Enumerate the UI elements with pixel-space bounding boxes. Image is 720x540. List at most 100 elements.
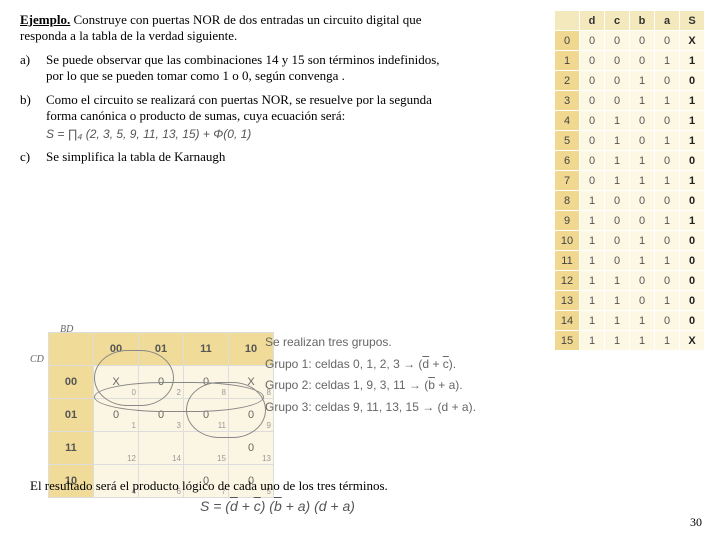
- example-title: Ejemplo. Construye con puertas NOR de do…: [20, 12, 450, 44]
- item-a-label: a): [20, 52, 46, 84]
- truth-cell: 0: [680, 251, 705, 271]
- truth-cell: 1: [680, 131, 705, 151]
- truth-cell: 1: [580, 331, 605, 351]
- truth-cell: 0: [580, 131, 605, 151]
- truth-cell: 0: [580, 151, 605, 171]
- truth-cell: 1: [555, 51, 580, 71]
- truth-cell: 0: [655, 71, 680, 91]
- truth-cell: 8: [555, 191, 580, 211]
- truth-cell: 7: [555, 171, 580, 191]
- truth-cell: 0: [605, 51, 630, 71]
- k-cell: 01: [94, 399, 139, 432]
- karnaugh-map: CD BD 00011110 00X00208X8010103011091112…: [48, 332, 274, 498]
- k-col-header: 00: [94, 333, 139, 366]
- bottom-text: El resultado será el producto lógico de …: [30, 478, 388, 494]
- formula-b: S = ∏₄ (2, 3, 5, 9, 11, 13, 15) + Φ(0, 1…: [20, 124, 450, 141]
- truth-cell: 1: [680, 211, 705, 231]
- truth-cell: 1: [605, 151, 630, 171]
- truth-cell: 0: [630, 271, 655, 291]
- truth-cell: 3: [555, 91, 580, 111]
- truth-cell: 6: [555, 151, 580, 171]
- k-cell: 15: [184, 432, 229, 465]
- truth-cell: 1: [605, 131, 630, 151]
- truth-cell: 1: [580, 231, 605, 251]
- truth-cell: 1: [580, 211, 605, 231]
- truth-cell: 1: [630, 71, 655, 91]
- truth-cell: 0: [630, 191, 655, 211]
- k-cell: X0: [94, 366, 139, 399]
- truth-header: [555, 11, 580, 31]
- groups-text: Se realizan tres grupos. Grupo 1: celdas…: [265, 332, 476, 418]
- truth-cell: 0: [655, 191, 680, 211]
- truth-cell: X: [680, 331, 705, 351]
- k-cell: 08: [184, 366, 229, 399]
- group-3: Grupo 3: celdas 9, 11, 13, 15 → (d + a).: [265, 397, 476, 419]
- truth-cell: 2: [555, 71, 580, 91]
- truth-cell: 14: [555, 311, 580, 331]
- item-a-text: Se puede observar que las combinaciones …: [46, 52, 450, 84]
- truth-table: dcbaS 00000X1000112001003001114010015010…: [554, 10, 705, 351]
- truth-cell: 1: [605, 331, 630, 351]
- truth-header: d: [580, 11, 605, 31]
- truth-cell: 1: [680, 171, 705, 191]
- item-b: b) Como el circuito se realizará con pue…: [20, 92, 450, 124]
- truth-cell: 11: [555, 251, 580, 271]
- truth-cell: 1: [655, 291, 680, 311]
- truth-header: b: [630, 11, 655, 31]
- truth-cell: 1: [655, 211, 680, 231]
- truth-cell: 15: [555, 331, 580, 351]
- truth-cell: 0: [655, 311, 680, 331]
- truth-cell: 0: [605, 191, 630, 211]
- item-a: a) Se puede observar que las combinacion…: [20, 52, 450, 84]
- k-row-header: 11: [49, 432, 94, 465]
- truth-cell: X: [680, 31, 705, 51]
- k-col-header: 01: [139, 333, 184, 366]
- truth-cell: 0: [680, 151, 705, 171]
- k-cell: 03: [139, 399, 184, 432]
- truth-cell: 0: [655, 31, 680, 51]
- truth-cell: 1: [655, 51, 680, 71]
- truth-cell: 13: [555, 291, 580, 311]
- truth-header: S: [680, 11, 705, 31]
- truth-cell: 1: [655, 331, 680, 351]
- truth-header: a: [655, 11, 680, 31]
- text-block: Ejemplo. Construye con puertas NOR de do…: [20, 12, 450, 165]
- truth-cell: 0: [580, 71, 605, 91]
- truth-cell: 0: [655, 271, 680, 291]
- truth-cell: 1: [580, 271, 605, 291]
- truth-header: c: [605, 11, 630, 31]
- truth-cell: 0: [680, 291, 705, 311]
- truth-cell: 0: [605, 251, 630, 271]
- k-col-header: 11: [184, 333, 229, 366]
- truth-cell: 1: [580, 311, 605, 331]
- truth-cell: 0: [605, 211, 630, 231]
- truth-cell: 1: [655, 251, 680, 271]
- truth-cell: 0: [605, 91, 630, 111]
- k-cell: 013: [229, 432, 274, 465]
- truth-cell: 1: [655, 131, 680, 151]
- truth-cell: 0: [655, 231, 680, 251]
- truth-cell: 0: [630, 211, 655, 231]
- truth-cell: 0: [605, 31, 630, 51]
- truth-cell: 5: [555, 131, 580, 151]
- truth-cell: 1: [680, 111, 705, 131]
- title-rest: Construye con puertas NOR de dos entrada…: [20, 12, 421, 43]
- item-c-label: c): [20, 149, 46, 165]
- k-side-label: CD: [30, 354, 44, 365]
- truth-cell: 0: [580, 111, 605, 131]
- final-equation: S = (d + c) (b + a) (d + a): [200, 498, 355, 514]
- truth-cell: 9: [555, 211, 580, 231]
- truth-cell: 1: [605, 291, 630, 311]
- groups-intro: Se realizan tres grupos.: [265, 332, 476, 354]
- group-2: Grupo 2: celdas 1, 9, 3, 11 → (b + a).: [265, 375, 476, 397]
- item-c: c) Se simplifica la tabla de Karnaugh: [20, 149, 450, 165]
- truth-cell: 0: [655, 151, 680, 171]
- truth-cell: 0: [630, 51, 655, 71]
- truth-cell: 1: [580, 191, 605, 211]
- truth-cell: 0: [680, 311, 705, 331]
- truth-cell: 0: [630, 111, 655, 131]
- truth-cell: 1: [580, 291, 605, 311]
- title-lead: Ejemplo.: [20, 12, 70, 27]
- truth-cell: 0: [605, 71, 630, 91]
- truth-cell: 4: [555, 111, 580, 131]
